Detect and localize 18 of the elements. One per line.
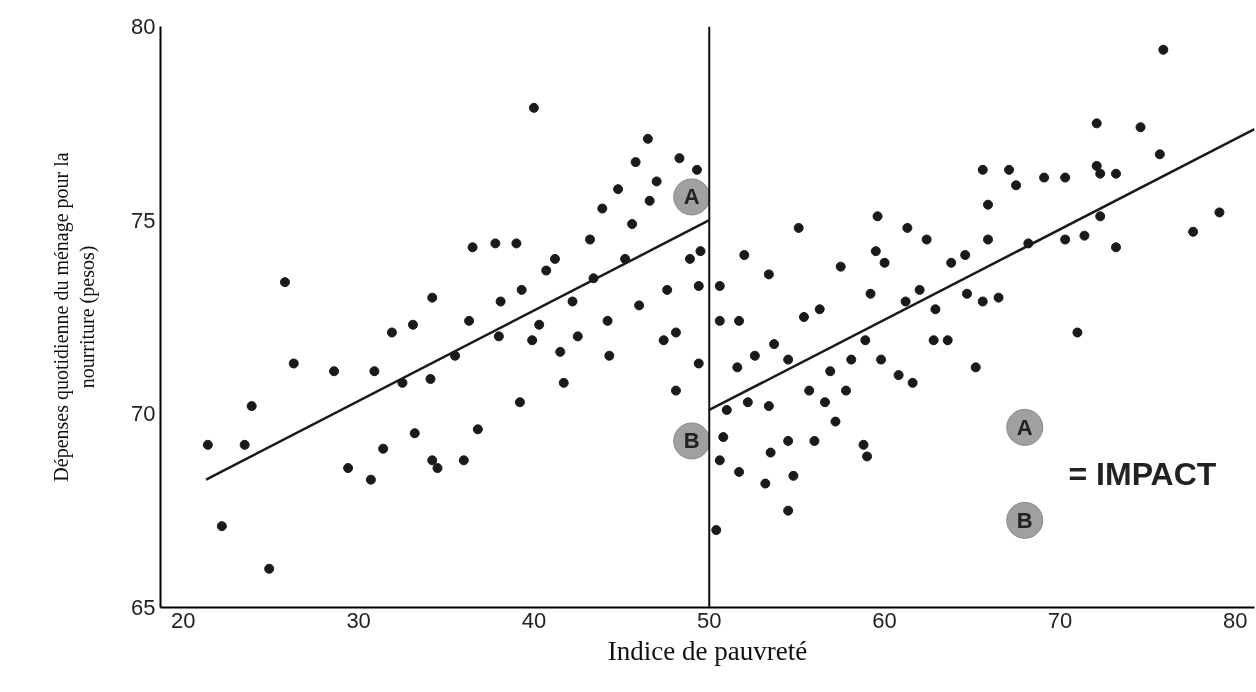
- x-tick-label: 70: [1047, 607, 1073, 633]
- x-tick-label: 50: [697, 607, 722, 633]
- y-tick-label: 80: [131, 14, 156, 39]
- x-tick-label: 40: [521, 607, 547, 633]
- x-tick-label: 20: [171, 607, 196, 633]
- annotation: A: [1016, 414, 1033, 440]
- annotation: = IMPACT: [1068, 455, 1217, 492]
- annotation: B: [1016, 507, 1033, 533]
- x-tick-label: 30: [346, 607, 371, 633]
- annotation: A: [683, 184, 700, 210]
- x-tick-label: 60: [872, 607, 897, 633]
- y-tick-label: 70: [131, 401, 156, 427]
- y-tick-label: 65: [131, 595, 156, 620]
- x-axis-title: Indice de pauvreté: [607, 635, 808, 666]
- y-axis-title: Dépenses quotidienne du ménage pour la nourriture (pesos): [49, 152, 100, 482]
- x-tick-label: 80: [1222, 607, 1248, 633]
- annotation: B: [683, 428, 700, 454]
- y-tick-label: 75: [131, 207, 156, 233]
